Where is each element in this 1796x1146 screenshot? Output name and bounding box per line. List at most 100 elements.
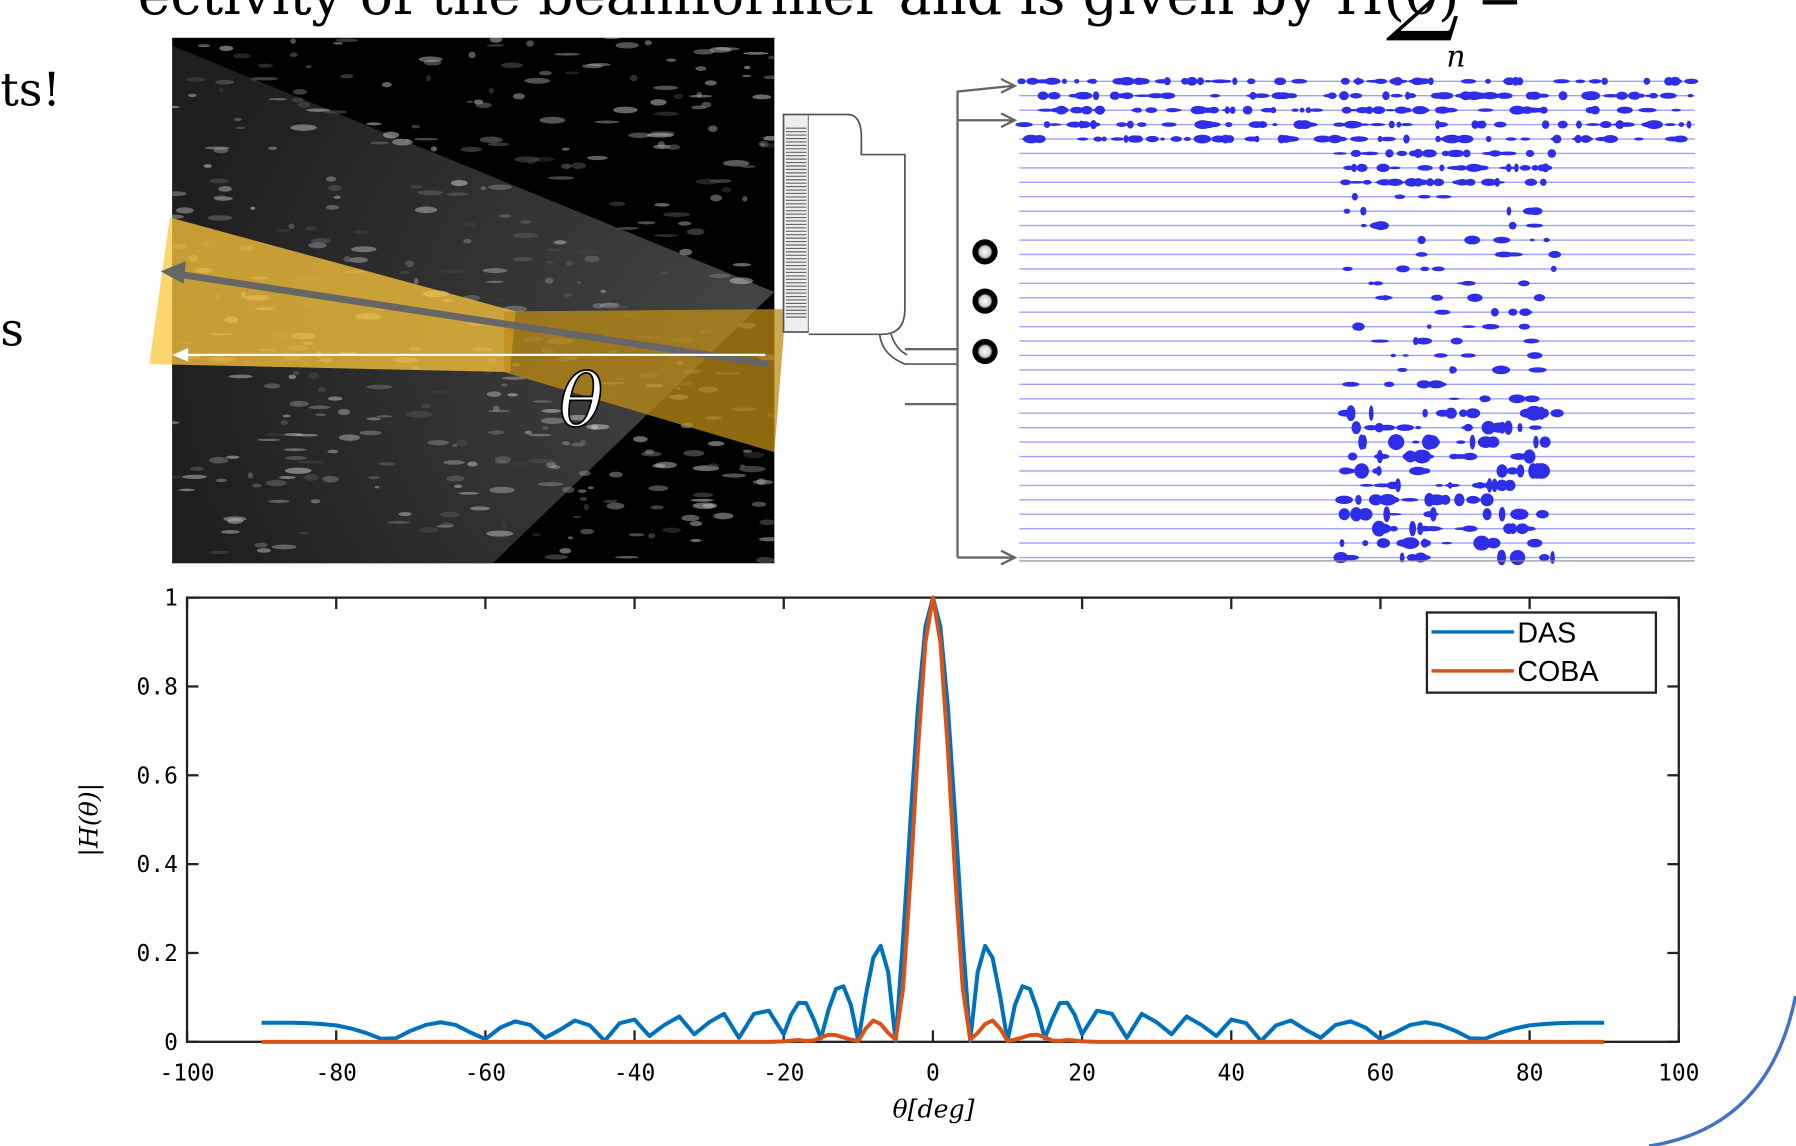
pulse [1602, 93, 1620, 98]
speckle [430, 146, 437, 152]
pulse [1074, 91, 1093, 100]
x-tick-label: 100 [1658, 1061, 1699, 1087]
speckle [297, 532, 311, 535]
speckle [182, 474, 207, 480]
pulse [1210, 79, 1230, 84]
speckle [650, 99, 667, 106]
pulse [1339, 91, 1349, 101]
pulse [1482, 508, 1492, 521]
speckle [756, 557, 775, 564]
pulse [1181, 77, 1189, 85]
pulse [1033, 134, 1046, 144]
speckle [732, 262, 752, 267]
speckle [739, 464, 746, 468]
pulse [1435, 194, 1452, 199]
speckle [561, 441, 571, 446]
speckle [707, 441, 725, 447]
speckle [370, 141, 390, 145]
speckle [463, 238, 472, 244]
speckle [460, 146, 483, 153]
speckle [351, 246, 377, 253]
pulse [1582, 136, 1594, 142]
slide-text: s [0, 303, 23, 357]
speckle [583, 503, 590, 511]
pulse [1576, 120, 1582, 129]
pulse [1370, 339, 1390, 343]
speckle [431, 389, 450, 394]
pulse [1131, 108, 1142, 112]
speckle [743, 451, 765, 459]
speckle [528, 433, 552, 437]
pulse [1590, 105, 1600, 115]
speckle [683, 450, 705, 457]
pulse [1589, 79, 1602, 84]
pulse [1481, 420, 1496, 435]
x-tick-label: -100 [159, 1061, 214, 1087]
pulse [1292, 136, 1299, 142]
pulse [1433, 353, 1448, 358]
pulse [1145, 135, 1159, 143]
speckle [606, 502, 625, 510]
pulse [1137, 78, 1150, 85]
pulse [1379, 136, 1396, 142]
speckle [678, 221, 691, 226]
speckle [172, 421, 180, 425]
pulse [1527, 352, 1543, 359]
pulse [1305, 107, 1312, 114]
pulse [1471, 120, 1479, 129]
pulse [1460, 78, 1477, 84]
pulse [1333, 152, 1347, 155]
speckle [519, 219, 532, 225]
speckle [615, 42, 639, 49]
pulse [1397, 367, 1408, 372]
speckle [690, 538, 702, 543]
pulse [1394, 79, 1408, 83]
pulse [1420, 266, 1430, 272]
x-tick-label: -60 [465, 1061, 506, 1087]
pulse [1450, 337, 1463, 345]
speckle [450, 180, 468, 187]
pulse [1547, 149, 1557, 158]
pulse [1242, 105, 1253, 115]
pulse [1460, 353, 1476, 358]
speckle [526, 40, 534, 47]
ellipsis-dot [972, 239, 998, 265]
pulse [1077, 137, 1089, 141]
pulse [1439, 164, 1445, 172]
pulse [1531, 165, 1539, 171]
speckle [488, 87, 494, 94]
speckle [348, 257, 368, 264]
speckle [271, 544, 297, 550]
speckle [559, 547, 572, 554]
pulse [1647, 122, 1657, 127]
speckle [540, 417, 566, 424]
speckle [501, 376, 527, 380]
speckle [586, 424, 610, 430]
speckle [686, 228, 705, 236]
speckle [392, 138, 413, 146]
speckle [531, 400, 553, 403]
speckle [458, 491, 479, 495]
pulse [1485, 135, 1492, 143]
pulse [1044, 77, 1061, 85]
pulse [1270, 107, 1277, 114]
speckle [653, 85, 679, 90]
pulse [1525, 91, 1536, 100]
speckle [327, 396, 343, 401]
pulse [1165, 108, 1179, 113]
pulse [1388, 120, 1395, 129]
pulse [1546, 165, 1553, 171]
speckle [562, 486, 575, 493]
speckle [564, 71, 580, 75]
speckle [524, 430, 533, 435]
pulse [1109, 91, 1120, 100]
pulse [1552, 134, 1562, 144]
speckle [653, 234, 679, 237]
speckle [524, 77, 551, 84]
speckle [512, 256, 533, 262]
speckle [310, 499, 321, 504]
pulse [1373, 523, 1392, 534]
pulse [1456, 440, 1466, 444]
pulse [1495, 479, 1508, 492]
